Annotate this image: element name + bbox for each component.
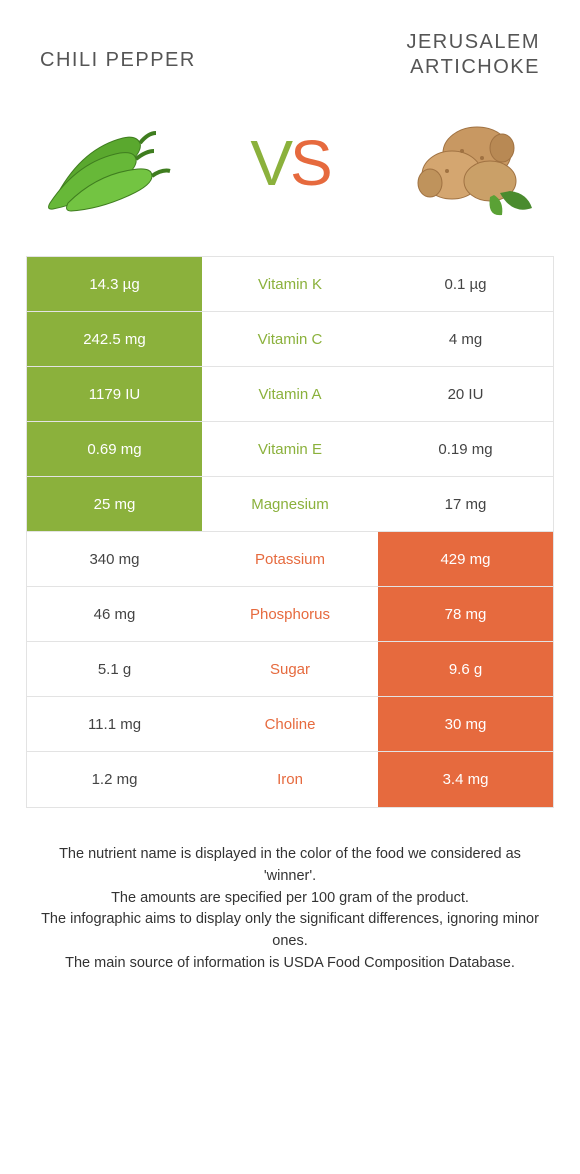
header: CHILI PEPPER JERUSALEMARTICHOKE xyxy=(0,0,580,80)
nutrient-name: Phosphorus xyxy=(202,587,378,641)
artichoke-icon xyxy=(382,103,552,223)
left-value: 242.5 mg xyxy=(27,312,202,366)
table-row: 1179 IUVitamin A20 IU xyxy=(27,367,553,422)
vs-v: V xyxy=(250,127,290,199)
footer-notes: The nutrient name is displayed in the co… xyxy=(0,808,580,975)
table-row: 11.1 mgCholine30 mg xyxy=(27,697,553,752)
footer-line-1: The nutrient name is displayed in the co… xyxy=(40,844,540,888)
right-value: 0.19 mg xyxy=(378,422,553,476)
nutrient-name: Magnesium xyxy=(202,477,378,531)
table-row: 5.1 gSugar9.6 g xyxy=(27,642,553,697)
footer-line-3: The infographic aims to display only the… xyxy=(40,909,540,953)
right-value: 78 mg xyxy=(378,587,553,641)
table-row: 46 mgPhosphorus78 mg xyxy=(27,587,553,642)
nutrient-name: Vitamin A xyxy=(202,367,378,421)
food-left-title: CHILI PEPPER xyxy=(40,30,196,80)
food-right-image xyxy=(382,98,552,228)
right-value: 9.6 g xyxy=(378,642,553,696)
right-value: 17 mg xyxy=(378,477,553,531)
left-value: 46 mg xyxy=(27,587,202,641)
left-value: 1.2 mg xyxy=(27,752,202,807)
left-value: 25 mg xyxy=(27,477,202,531)
footer-line-2: The amounts are specified per 100 gram o… xyxy=(40,888,540,910)
footer-line-4: The main source of information is USDA F… xyxy=(40,953,540,975)
left-value: 5.1 g xyxy=(27,642,202,696)
vs-row: VS xyxy=(0,80,580,256)
table-row: 242.5 mgVitamin C4 mg xyxy=(27,312,553,367)
table-row: 25 mgMagnesium17 mg xyxy=(27,477,553,532)
right-value: 0.1 µg xyxy=(378,257,553,311)
nutrient-name: Iron xyxy=(202,752,378,807)
food-right-title: JERUSALEMARTICHOKE xyxy=(406,30,540,80)
right-value: 429 mg xyxy=(378,532,553,586)
table-row: 0.69 mgVitamin E0.19 mg xyxy=(27,422,553,477)
left-value: 14.3 µg xyxy=(27,257,202,311)
nutrient-name: Sugar xyxy=(202,642,378,696)
table-row: 14.3 µgVitamin K0.1 µg xyxy=(27,257,553,312)
left-value: 340 mg xyxy=(27,532,202,586)
right-value: 4 mg xyxy=(378,312,553,366)
left-value: 11.1 mg xyxy=(27,697,202,751)
food-right-title-text: JERUSALEMARTICHOKE xyxy=(406,31,540,78)
vs-label: VS xyxy=(250,126,329,200)
table-row: 340 mgPotassium429 mg xyxy=(27,532,553,587)
right-value: 30 mg xyxy=(378,697,553,751)
nutrient-name: Potassium xyxy=(202,532,378,586)
left-value: 0.69 mg xyxy=(27,422,202,476)
right-value: 3.4 mg xyxy=(378,752,553,807)
table-row: 1.2 mgIron3.4 mg xyxy=(27,752,553,807)
right-value: 20 IU xyxy=(378,367,553,421)
food-left-image xyxy=(28,98,198,228)
chili-pepper-icon xyxy=(28,103,198,223)
nutrient-name: Vitamin K xyxy=(202,257,378,311)
nutrient-name: Vitamin C xyxy=(202,312,378,366)
nutrient-name: Choline xyxy=(202,697,378,751)
nutrient-name: Vitamin E xyxy=(202,422,378,476)
vs-s: S xyxy=(290,127,330,199)
nutrient-table: 14.3 µgVitamin K0.1 µg242.5 mgVitamin C4… xyxy=(26,256,554,808)
left-value: 1179 IU xyxy=(27,367,202,421)
